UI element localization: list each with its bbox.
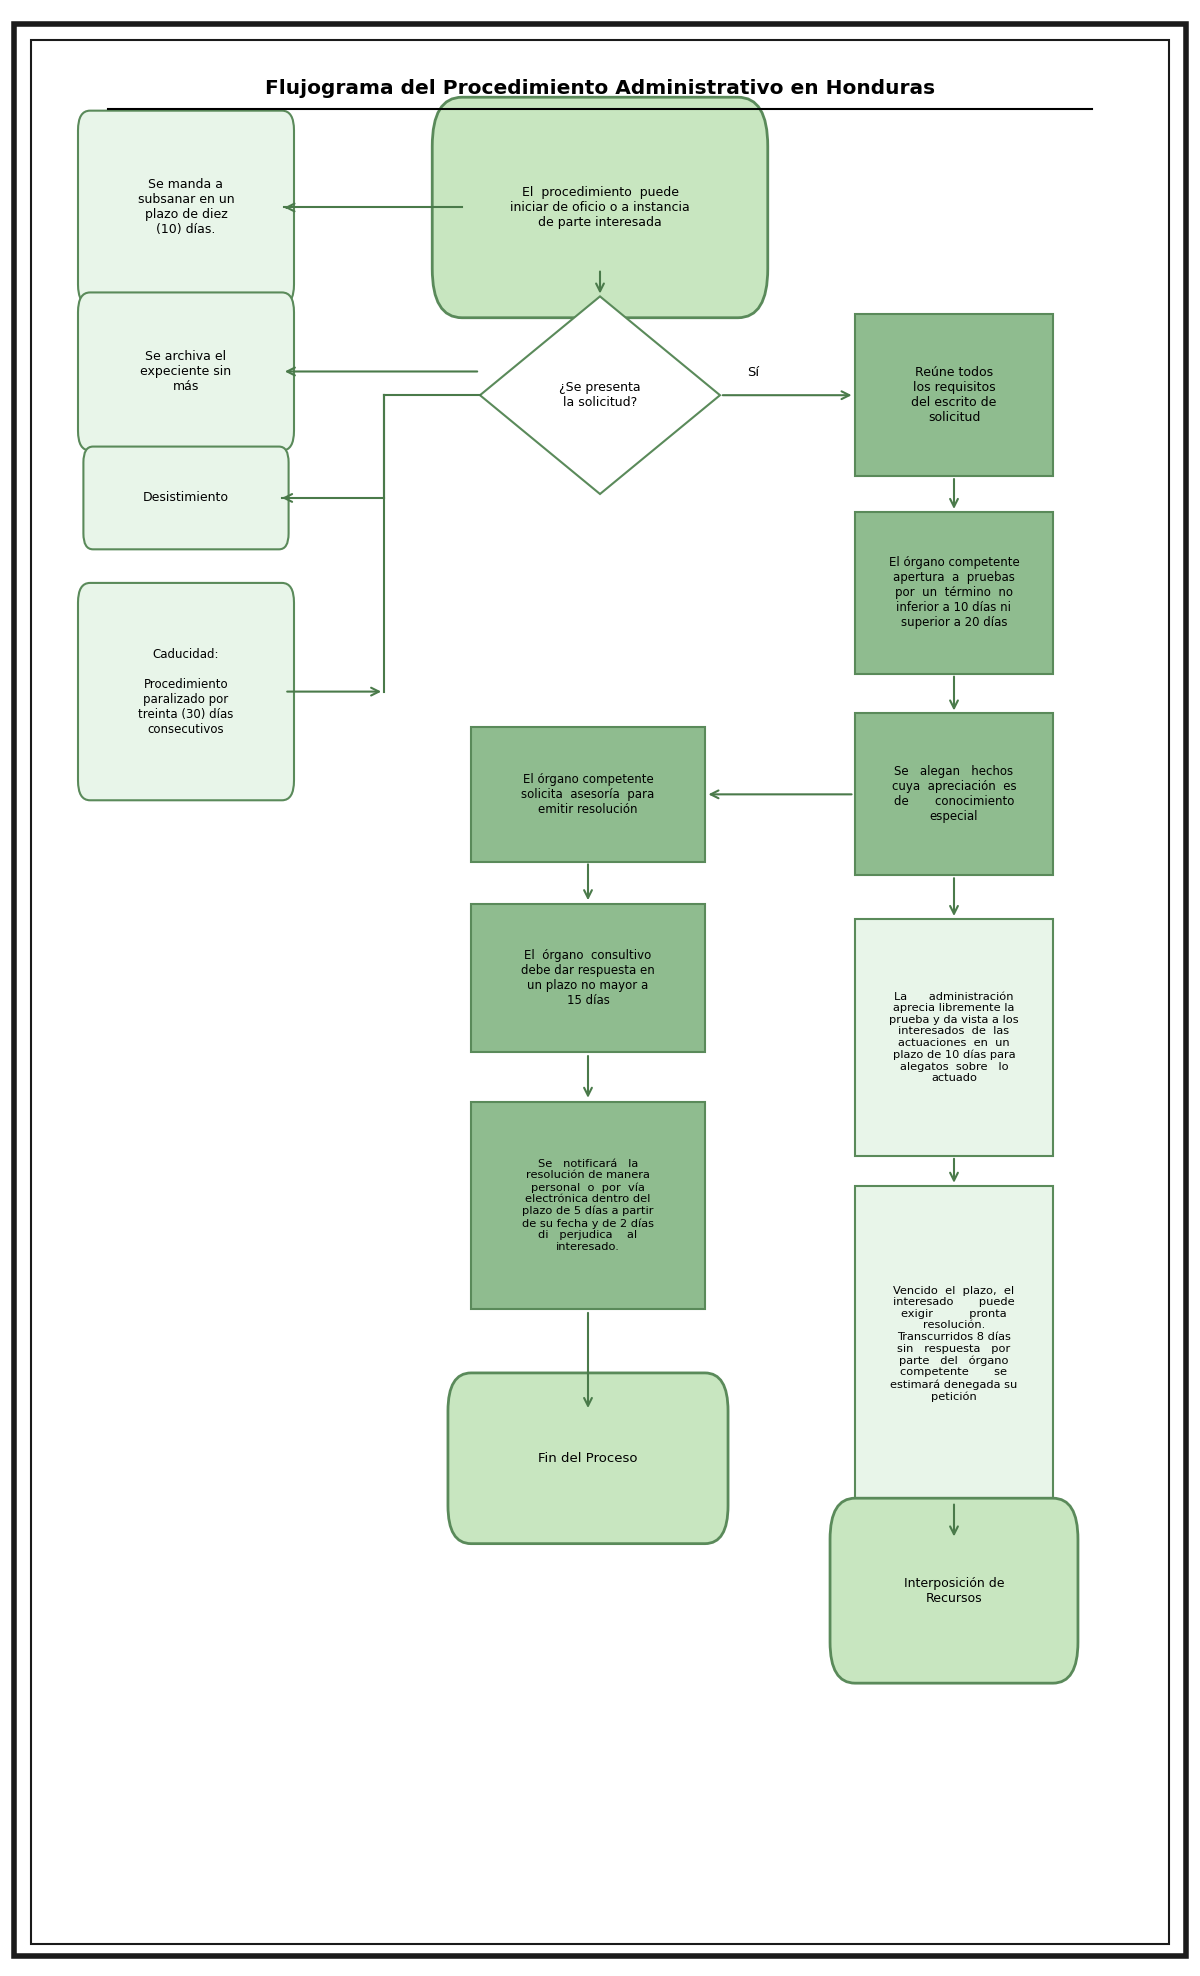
Text: Reúne todos
los requisitos
del escrito de
solicitud: Reúne todos los requisitos del escrito d…	[911, 366, 997, 425]
Text: Sí: Sí	[748, 366, 760, 379]
FancyBboxPatch shape	[78, 583, 294, 800]
Bar	[470, 905, 704, 1051]
Text: El órgano competente
apertura  a  pruebas
por  un  término  no
inferior a 10 día: El órgano competente apertura a pruebas …	[889, 557, 1019, 628]
FancyBboxPatch shape	[448, 1373, 728, 1543]
Text: Se   alegan   hechos
cuya  apreciación  es
de       conocimiento
especial: Se alegan hechos cuya apreciación es de …	[892, 765, 1016, 824]
Text: Vencido  el  plazo,  el
interesado       puede
exigir          pronta
resolución: Vencido el plazo, el interesado puede ex…	[890, 1286, 1018, 1401]
Text: Desistimiento: Desistimiento	[143, 492, 229, 504]
Text: ¿Se presenta
la solicitud?: ¿Se presenta la solicitud?	[559, 381, 641, 409]
FancyBboxPatch shape	[78, 111, 294, 304]
Bar	[854, 314, 1054, 476]
Text: Interposición de
Recursos: Interposición de Recursos	[904, 1577, 1004, 1605]
Bar	[854, 1186, 1054, 1502]
Bar	[854, 713, 1054, 875]
FancyBboxPatch shape	[84, 447, 288, 549]
Text: Fin del Proceso: Fin del Proceso	[539, 1452, 637, 1464]
Polygon shape	[480, 296, 720, 494]
FancyBboxPatch shape	[78, 292, 294, 451]
Text: Caducidad:

Procedimiento
paralizado por
treinta (30) días
consecutivos: Caducidad: Procedimiento paralizado por …	[138, 648, 234, 735]
Bar	[854, 512, 1054, 674]
Text: Se archiva el
expeciente sin
más: Se archiva el expeciente sin más	[140, 350, 232, 393]
Text: El órgano competente
solicita  asesoría  para
emitir resolución: El órgano competente solicita asesoría p…	[521, 773, 655, 816]
Bar	[854, 919, 1054, 1156]
Bar	[470, 1103, 704, 1310]
FancyBboxPatch shape	[830, 1498, 1078, 1684]
Text: Se   notificará   la
resolución de manera
personal  o  por  vía
electrónica dent: Se notificará la resolución de manera pe…	[522, 1158, 654, 1253]
Text: El  órgano  consultivo
debe dar respuesta en
un plazo no mayor a
15 días: El órgano consultivo debe dar respuesta …	[521, 948, 655, 1008]
Text: El  procedimiento  puede
iniciar de oficio o a instancia
de parte interesada: El procedimiento puede iniciar de oficio…	[510, 186, 690, 229]
FancyBboxPatch shape	[432, 97, 768, 318]
Bar	[470, 727, 704, 862]
Text: Se manda a
subsanar en un
plazo de diez
(10) días.: Se manda a subsanar en un plazo de diez …	[138, 178, 234, 237]
Text: Flujograma del Procedimiento Administrativo en Honduras: Flujograma del Procedimiento Administrat…	[265, 79, 935, 99]
Text: La      administración
aprecia libremente la
prueba y da vista a los
interesados: La administración aprecia libremente la …	[889, 992, 1019, 1083]
